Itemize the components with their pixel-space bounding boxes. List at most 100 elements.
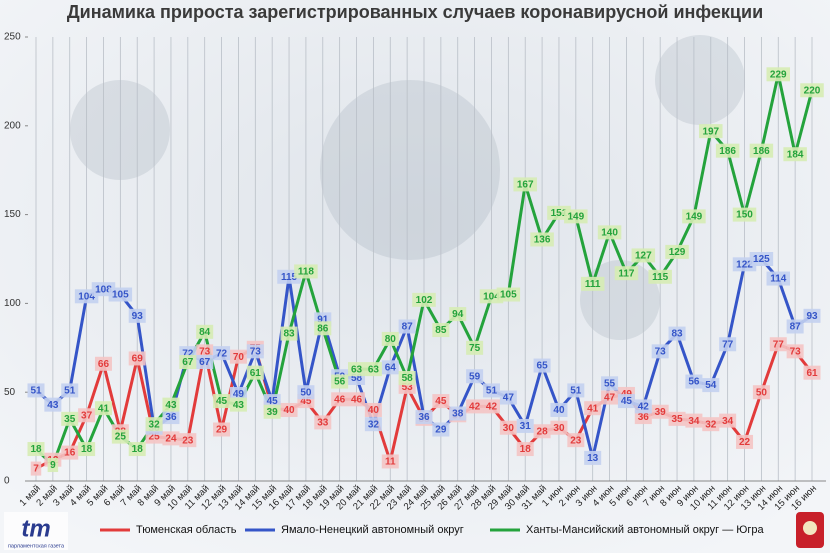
y-tick-label: 0: [4, 476, 10, 487]
data-label: 72: [216, 348, 228, 359]
data-label-box: [702, 378, 720, 393]
data-label-box: [381, 360, 399, 375]
data-label: 45: [435, 396, 447, 407]
data-label-box: [412, 292, 436, 307]
data-label: 80: [385, 334, 397, 345]
logo-caption: парламентская газета: [8, 543, 65, 549]
data-label: 50: [300, 387, 312, 398]
data-label: 38: [452, 409, 464, 420]
data-label: 34: [688, 416, 700, 427]
data-label: 72: [182, 348, 194, 359]
data-label-box: [665, 244, 689, 259]
data-label: 39: [267, 407, 279, 418]
data-label: 136: [534, 235, 551, 246]
data-label: 30: [553, 423, 565, 434]
data-label: 36: [418, 412, 430, 423]
data-label-box: [702, 417, 720, 432]
data-label-box: [432, 422, 450, 437]
data-label-box: [567, 433, 585, 448]
data-label: 94: [452, 309, 464, 320]
data-label-box: [651, 404, 669, 419]
data-label: 149: [567, 212, 584, 223]
data-label: 70: [233, 352, 245, 363]
data-label-box: [246, 365, 264, 380]
data-label-box: [550, 402, 568, 417]
data-label: 151: [551, 208, 568, 219]
data-label: 85: [435, 325, 447, 336]
data-label: 83: [671, 329, 683, 340]
data-label: 47: [604, 393, 616, 404]
data-label-box: [466, 340, 484, 355]
data-label: 16: [64, 448, 76, 459]
data-label-box: [364, 402, 382, 417]
data-label: 25: [149, 432, 161, 443]
data-label: 63: [368, 364, 380, 375]
data-label-box: [564, 209, 588, 224]
data-label-box: [766, 67, 791, 82]
data-label: 54: [705, 380, 717, 391]
data-label-box: [263, 404, 281, 419]
y-tick-label: 200: [4, 120, 21, 131]
data-label-box: [719, 413, 737, 428]
data-label-box: [179, 433, 197, 448]
data-label: 50: [756, 387, 768, 398]
data-label: 87: [402, 322, 414, 333]
data-label-box: [580, 276, 605, 291]
data-label-box: [482, 399, 500, 414]
data-label: 86: [317, 323, 329, 334]
data-label-box: [719, 337, 737, 352]
data-label: 104: [78, 291, 95, 302]
data-label: 43: [47, 400, 59, 411]
data-label: 58: [351, 373, 363, 384]
chart-title: Динамика прироста зарегистрированных слу…: [67, 2, 763, 22]
data-label-box: [597, 225, 622, 240]
data-label: 150: [736, 210, 753, 221]
data-label: 31: [520, 421, 532, 432]
data-label: 45: [621, 396, 633, 407]
data-label: 45: [267, 396, 279, 407]
data-label: 229: [770, 69, 787, 80]
data-label-box: [196, 324, 214, 339]
data-label: 45: [300, 396, 312, 407]
data-label-box: [601, 376, 619, 391]
y-tick-label: 150: [4, 209, 21, 220]
data-label-box: [499, 420, 517, 435]
data-label: 69: [132, 354, 144, 365]
data-label: 108: [95, 284, 112, 295]
data-label: 42: [638, 402, 650, 413]
data-label: 91: [317, 315, 329, 326]
data-label-box: [533, 424, 551, 439]
data-label-box: [769, 337, 787, 352]
data-label-box: [584, 450, 602, 465]
data-label: 25: [115, 432, 127, 443]
data-label: 32: [149, 419, 161, 430]
data-label: 13: [587, 453, 599, 464]
data-label-box: [229, 397, 247, 412]
data-label-box: [78, 442, 96, 457]
data-label-box: [364, 362, 382, 377]
data-label-box: [601, 390, 619, 405]
data-label-box: [398, 319, 416, 334]
data-label: 32: [368, 419, 380, 430]
data-label: 40: [553, 405, 565, 416]
data-label-box: [530, 232, 554, 247]
data-label: 51: [486, 386, 498, 397]
data-label-box: [732, 207, 757, 222]
data-label-box: [61, 445, 79, 460]
data-label: 73: [199, 346, 211, 357]
data-label-box: [550, 420, 568, 435]
data-label: 59: [469, 371, 481, 382]
data-label-box: [229, 349, 247, 364]
data-label-box: [61, 383, 79, 398]
data-label-box: [516, 418, 534, 433]
data-label-box: [213, 394, 231, 409]
data-label-box: [331, 374, 349, 389]
data-label: 36: [638, 412, 650, 423]
legend-label: Ханты-Мансийский автономный округ — Югра: [526, 524, 765, 536]
data-label-box: [47, 458, 59, 473]
data-label-box: [617, 394, 635, 409]
data-label: 18: [81, 444, 93, 455]
data-label: 35: [671, 414, 683, 425]
data-label-box: [513, 177, 537, 192]
